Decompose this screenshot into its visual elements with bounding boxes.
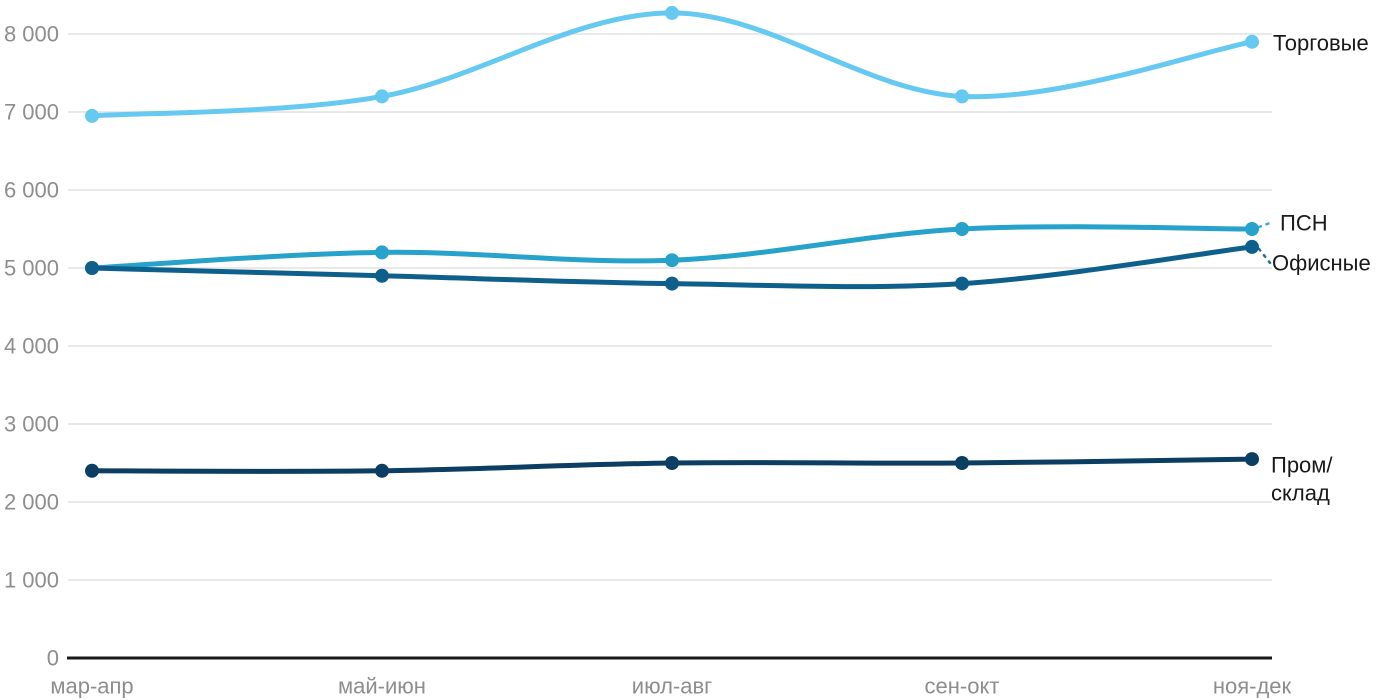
series-1-point[interactable]: [955, 222, 969, 236]
y-tick-label: 5 000: [4, 256, 59, 281]
series-0-label: Торговые: [1273, 30, 1369, 55]
y-tick-label: 0: [47, 646, 59, 671]
y-tick-label: 7 000: [4, 100, 59, 125]
y-tick-label: 8 000: [4, 22, 59, 47]
series-3-label: Пром/: [1271, 453, 1333, 478]
x-tick-label: сен-окт: [925, 674, 1000, 699]
series-1-label: ПСН: [1280, 211, 1328, 236]
series-2-label: Офисные: [1272, 250, 1371, 275]
x-tick-label: июл-авг: [632, 674, 712, 699]
series-3-label: склад: [1271, 481, 1330, 506]
series-2-point[interactable]: [1245, 239, 1259, 254]
series-2-label-connector: [1257, 247, 1272, 265]
y-tick-label: 3 000: [4, 412, 59, 437]
series-1-point[interactable]: [1245, 222, 1259, 236]
series-0-point[interactable]: [955, 89, 969, 104]
series-2-point[interactable]: [375, 268, 389, 283]
series-3-point[interactable]: [665, 456, 679, 470]
series-3-point[interactable]: [1245, 452, 1259, 467]
y-tick-label: 1 000: [4, 568, 59, 593]
series-2-point[interactable]: [85, 261, 99, 275]
series-0-point[interactable]: [85, 108, 99, 123]
series-3-point[interactable]: [375, 463, 389, 478]
x-tick-label: ноя-дек: [1213, 674, 1292, 699]
x-tick-label: мар-апр: [50, 674, 133, 699]
series-0-point[interactable]: [375, 89, 389, 104]
series-3-point[interactable]: [955, 456, 969, 470]
series-2-point[interactable]: [665, 276, 679, 291]
series-0-point[interactable]: [665, 5, 679, 20]
y-tick-label: 6 000: [4, 178, 59, 203]
series-0-line[interactable]: [89, 10, 1255, 119]
series-0-point[interactable]: [1245, 34, 1259, 49]
series-1-point[interactable]: [375, 245, 389, 260]
y-tick-label: 2 000: [4, 490, 59, 515]
x-tick-label: май-июн: [338, 674, 426, 699]
series-1-label-connector: [1257, 221, 1272, 229]
series-3-point[interactable]: [85, 463, 99, 478]
y-tick-label: 4 000: [4, 334, 59, 359]
series-1-point[interactable]: [665, 253, 679, 268]
series-2-point[interactable]: [955, 276, 969, 291]
